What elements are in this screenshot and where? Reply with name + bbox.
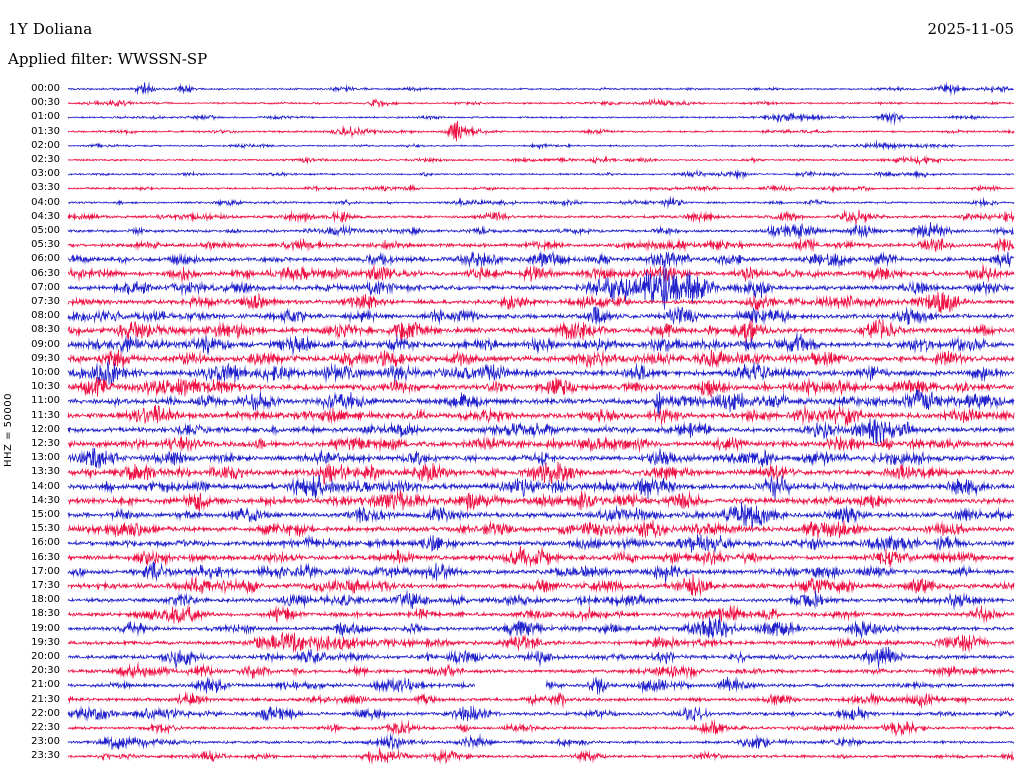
station-title: 1Y Doliana <box>8 20 93 38</box>
date-label: 2025-11-05 <box>927 20 1014 38</box>
y-axis-label: HHZ = 50000 <box>3 393 14 467</box>
filter-label: Applied filter: WWSSN-SP <box>8 50 208 68</box>
